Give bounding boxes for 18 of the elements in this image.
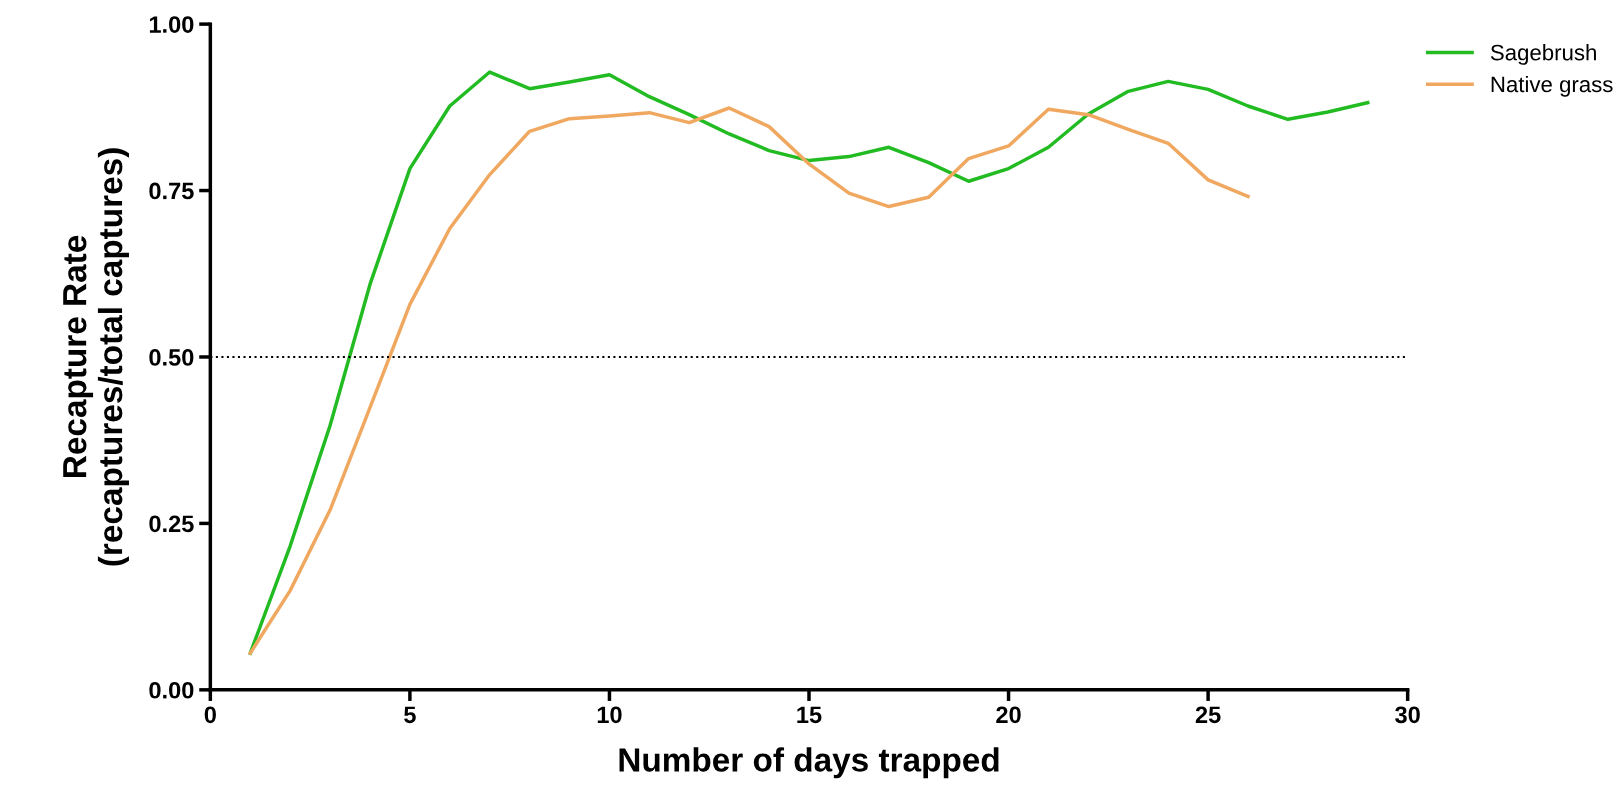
x-tick-label: 10 xyxy=(597,706,622,724)
x-axis-title: Number of days trapped xyxy=(619,747,999,779)
y-axis-title: Recapture Rate (recaptures/total captures) xyxy=(63,148,129,566)
y-tick-label: 0.50 xyxy=(149,349,194,366)
y-tick-label: 0.25 xyxy=(149,515,194,533)
x-tick-label: 0 xyxy=(204,706,216,724)
line-series xyxy=(248,70,1370,655)
legend-label: Native grass xyxy=(1491,75,1613,97)
x-tick-label: 15 xyxy=(797,706,822,724)
x-tick-label: 5 xyxy=(404,706,416,724)
line-series xyxy=(248,106,1250,655)
x-tick-label: 25 xyxy=(1195,706,1221,724)
x-tick-label: 20 xyxy=(996,706,1021,724)
y-tick-label: 0.00 xyxy=(149,681,194,699)
y-tick-label: 1.00 xyxy=(149,16,194,33)
y-tick-label: 0.75 xyxy=(149,182,194,200)
x-tick-label: 30 xyxy=(1395,706,1420,724)
legend-label: Sagebrush xyxy=(1490,44,1596,65)
